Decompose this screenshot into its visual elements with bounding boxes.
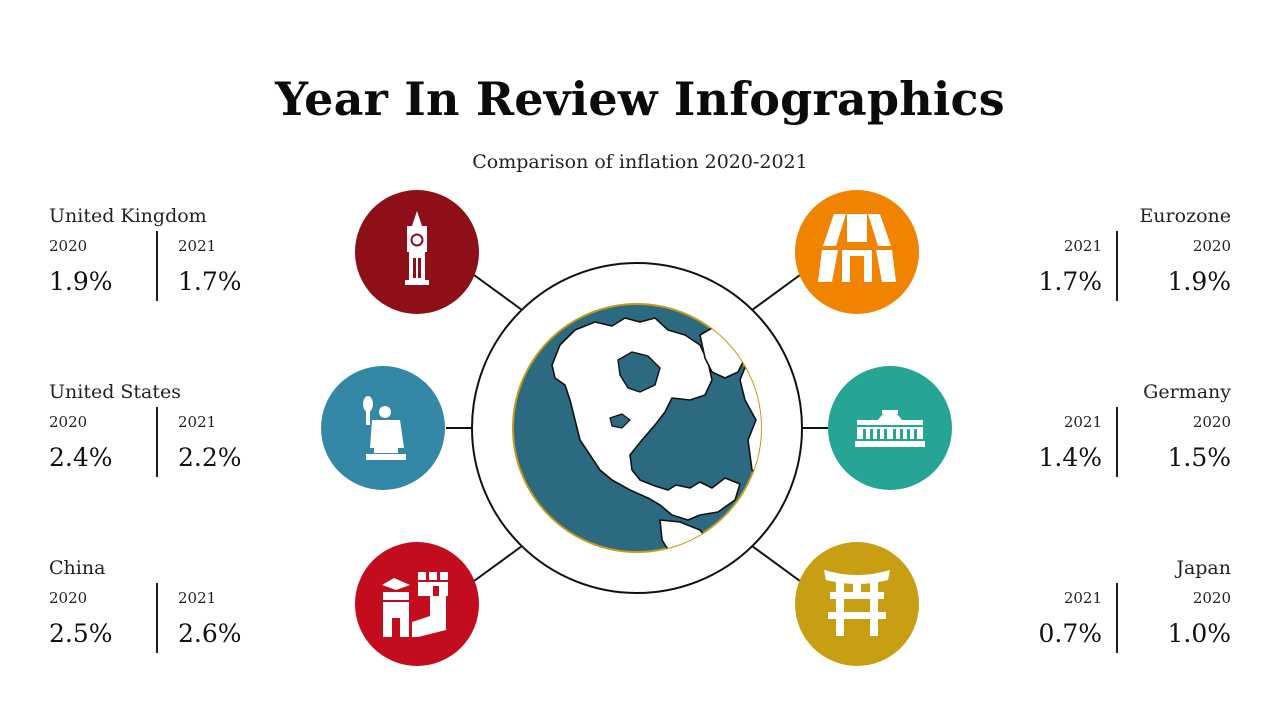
china-stats: China 2020 2021 2.5% 2.6% (49, 557, 249, 667)
eiffel-tower-icon (818, 214, 896, 282)
eurozone-value-b: 1.9% (1167, 267, 1231, 296)
uk-icon-circle (355, 190, 479, 314)
stat-divider (1116, 407, 1118, 477)
us-year-b: 2021 (178, 413, 217, 431)
stat-divider (156, 583, 158, 653)
us-icon-circle (321, 366, 445, 490)
japan-value-b: 1.0% (1167, 619, 1231, 648)
uk-stats: United Kingdom 2020 2021 1.9% 1.7% (49, 205, 249, 315)
country-name-us: United States (49, 381, 182, 403)
japan-icon-circle (795, 542, 919, 666)
uk-value-a: 1.9% (49, 267, 113, 296)
statue-of-liberty-icon (363, 396, 406, 460)
page-title: Year In Review Infographics (275, 72, 1005, 126)
connector-lines (446, 274, 828, 582)
stat-divider (1116, 583, 1118, 653)
germany-stats: Germany 2021 2020 1.4% 1.5% (1031, 381, 1231, 491)
us-year-a: 2020 (49, 413, 88, 431)
country-name-japan: Japan (1176, 557, 1231, 579)
eurozone-icon-circle (795, 190, 919, 314)
stat-divider (156, 407, 158, 477)
globe-icon (471, 262, 803, 594)
country-name-china: China (49, 557, 106, 579)
country-name-uk: United Kingdom (49, 205, 207, 227)
eurozone-year-b: 2020 (1192, 237, 1231, 255)
germany-value-b: 1.5% (1167, 443, 1231, 472)
japan-value-a: 0.7% (1038, 619, 1102, 648)
germany-year-a: 2021 (1063, 413, 1102, 431)
germany-year-b: 2020 (1192, 413, 1231, 431)
eurozone-value-a: 1.7% (1038, 267, 1102, 296)
uk-year-b: 2021 (178, 237, 217, 255)
us-value-b: 2.2% (178, 443, 242, 472)
eurozone-stats: Eurozone 2021 2020 1.7% 1.9% (1031, 205, 1231, 315)
china-year-a: 2020 (49, 589, 88, 607)
germany-value-a: 1.4% (1038, 443, 1102, 472)
country-name-germany: Germany (1143, 381, 1231, 403)
china-value-b: 2.6% (178, 619, 242, 648)
uk-value-b: 1.7% (178, 267, 242, 296)
china-value-a: 2.5% (49, 619, 113, 648)
japan-year-b: 2020 (1192, 589, 1231, 607)
reichstag-icon (855, 410, 925, 447)
stat-divider (1116, 231, 1118, 301)
us-stats: United States 2020 2021 2.4% 2.2% (49, 381, 249, 491)
country-name-eurozone: Eurozone (1139, 205, 1231, 227)
china-icon-circle (355, 542, 479, 666)
japan-year-a: 2021 (1063, 589, 1102, 607)
germany-icon-circle (828, 366, 952, 490)
torii-gate-icon (824, 570, 890, 636)
us-value-a: 2.4% (49, 443, 113, 472)
eurozone-year-a: 2021 (1063, 237, 1102, 255)
japan-stats: Japan 2021 2020 0.7% 1.0% (1031, 557, 1231, 667)
china-year-b: 2021 (178, 589, 217, 607)
uk-year-a: 2020 (49, 237, 88, 255)
stat-divider (156, 231, 158, 301)
page-subtitle: Comparison of inflation 2020-2021 (472, 151, 808, 173)
